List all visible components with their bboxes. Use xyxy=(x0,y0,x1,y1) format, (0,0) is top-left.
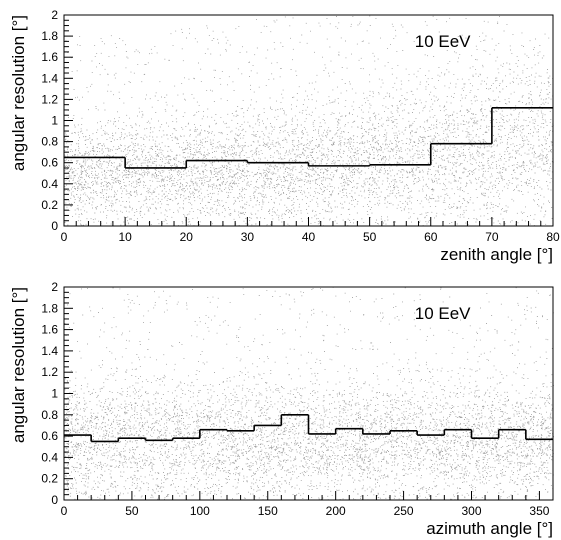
zenith-y-tick-label: 0.2 xyxy=(41,198,58,212)
azimuth-x-tick-label: 100 xyxy=(190,504,210,518)
azimuth-x-ticks: 0 50 100 150 200 250 300 350 xyxy=(61,491,554,518)
zenith-x-tick-label: 20 xyxy=(180,230,194,244)
zenith-scatter-points xyxy=(64,14,554,227)
zenith-x-tick-label: 40 xyxy=(302,230,316,244)
azimuth-y-tick-label: 1.6 xyxy=(41,323,58,337)
azimuth-x-axis-label: azimuth angle [°] xyxy=(426,519,553,538)
zenith-x-axis-label: zenith angle [°] xyxy=(440,245,553,264)
azimuth-plot-frame xyxy=(63,286,554,501)
azimuth-y-tick-label: 0.6 xyxy=(41,429,58,443)
azimuth-y-tick-label: 0.2 xyxy=(41,472,58,486)
azimuth-y-tick-label: 1.4 xyxy=(41,344,58,358)
zenith-y-axis-label: angular resolution [°] xyxy=(9,15,28,171)
zenith-x-ticks: 0 10 20 30 40 50 60 70 80 xyxy=(61,217,560,244)
zenith-y-tick-label: 0 xyxy=(51,219,58,233)
azimuth-y-tick-label: 2 xyxy=(51,280,58,294)
azimuth-y-ticks: 0 0.2 0.4 0.6 0.8 1 1.2 1.4 1.6 1.8 2 xyxy=(41,280,73,507)
zenith-x-tick-label: 30 xyxy=(241,230,255,244)
zenith-y-ticks: 0 0.2 0.4 0.6 0.8 1 1.2 1.4 1.6 1.8 2 xyxy=(41,8,73,233)
azimuth-y-tick-label: 0.4 xyxy=(41,450,58,464)
zenith-y-tick-label: 1.4 xyxy=(41,71,58,85)
azimuth-y-tick-label: 1.2 xyxy=(41,365,58,379)
zenith-energy-annotation: 10 EeV xyxy=(415,32,471,51)
zenith-x-tick-label: 10 xyxy=(118,230,132,244)
zenith-panel: 0 10 20 30 40 50 60 70 80 0 0.2 0.4 0.6 0.8 1 1.2 1.4 1.… xyxy=(9,8,560,264)
azimuth-x-tick-label: 250 xyxy=(394,504,414,518)
azimuth-x-tick-label: 0 xyxy=(61,504,68,518)
zenith-y-tick-label: 2 xyxy=(51,8,58,22)
zenith-scatter-layer xyxy=(64,14,554,227)
azimuth-x-tick-label: 150 xyxy=(258,504,278,518)
azimuth-x-tick-label: 200 xyxy=(326,504,346,518)
zenith-y-tick-label: 1.2 xyxy=(41,92,58,106)
zenith-y-tick-label: 0.8 xyxy=(41,135,58,149)
zenith-y-tick-label: 1 xyxy=(51,114,58,128)
azimuth-scatter-points xyxy=(64,286,554,501)
azimuth-x-tick-label: 350 xyxy=(529,504,549,518)
azimuth-panel: 0 50 100 150 200 250 300 350 0 0.2 0.4 0.6 0.8 1 1.2 1… xyxy=(9,280,554,538)
azimuth-scatter-layer xyxy=(64,286,554,501)
zenith-y-tick-label: 0.6 xyxy=(41,156,58,170)
azimuth-y-tick-label: 1.8 xyxy=(41,301,58,315)
zenith-step-layer xyxy=(64,107,553,169)
azimuth-step-layer xyxy=(64,413,553,443)
azimuth-y-axis-label: angular resolution [°] xyxy=(9,287,28,443)
azimuth-x-tick-label: 300 xyxy=(461,504,481,518)
zenith-x-tick-label: 80 xyxy=(546,230,560,244)
azimuth-y-tick-label: 0 xyxy=(51,493,58,507)
zenith-x-tick-label: 60 xyxy=(424,230,438,244)
zenith-x-tick-label: 70 xyxy=(485,230,499,244)
azimuth-y-tick-label: 0.8 xyxy=(41,408,58,422)
zenith-y-tick-label: 0.4 xyxy=(41,177,58,191)
zenith-y-tick-label: 1.8 xyxy=(41,29,58,43)
azimuth-y-tick-label: 1 xyxy=(51,387,58,401)
zenith-y-tick-label: 1.6 xyxy=(41,50,58,64)
azimuth-energy-annotation: 10 EeV xyxy=(415,304,471,323)
zenith-x-tick-label: 50 xyxy=(363,230,377,244)
azimuth-x-tick-label: 50 xyxy=(125,504,139,518)
zenith-x-tick-label: 0 xyxy=(61,230,68,244)
